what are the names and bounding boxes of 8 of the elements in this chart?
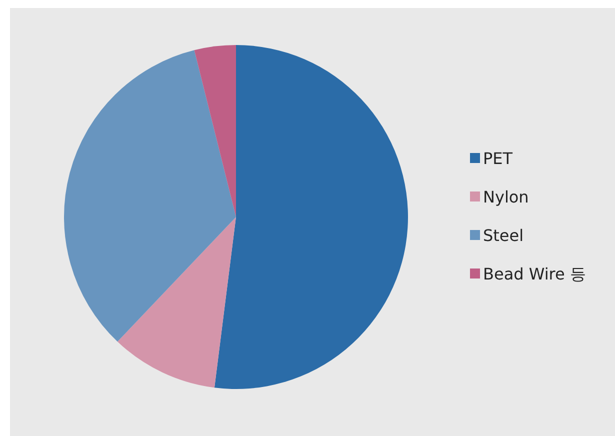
legend-label: Bead Wire 등 — [483, 264, 586, 284]
pie-slice — [64, 50, 236, 342]
pie-slice — [117, 217, 236, 388]
legend-label: PET — [483, 149, 513, 168]
legend-label: Steel — [483, 226, 524, 245]
pie-slice — [194, 45, 236, 217]
legend-label: Nylon — [483, 188, 529, 206]
pie-slice — [214, 45, 408, 389]
